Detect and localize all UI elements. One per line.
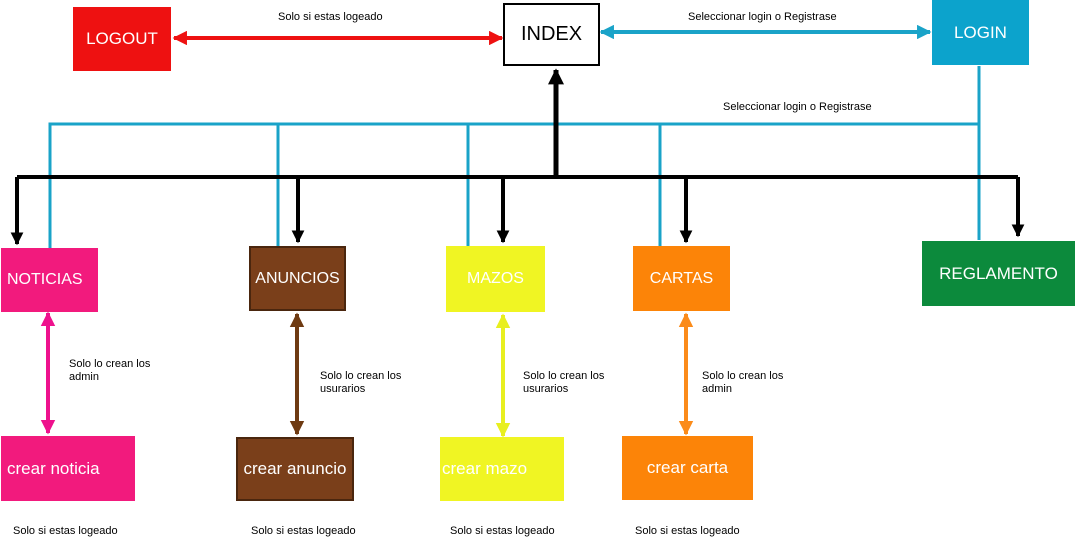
footer-crear-mazo: Solo si estas logeado — [450, 525, 555, 537]
node-noticias[interactable]: NOTICIAS — [1, 248, 98, 312]
label-anuncios-edge: Solo lo crean los usurarios — [320, 370, 402, 395]
node-anuncios[interactable]: ANUNCIOS — [249, 246, 346, 311]
label-login-edge: Seleccionar login o Registrase — [688, 11, 837, 23]
node-logout[interactable]: LOGOUT — [73, 7, 171, 71]
node-crear-noticia[interactable]: crear noticia — [1, 436, 135, 501]
node-login[interactable]: LOGIN — [932, 0, 1029, 65]
label-mazos-edge: Solo lo crean los usurarios — [523, 370, 605, 395]
footer-crear-carta: Solo si estas logeado — [635, 525, 740, 537]
footer-crear-anuncio: Solo si estas logeado — [251, 525, 356, 537]
label-login-bus: Seleccionar login o Registrase — [723, 101, 872, 113]
label-logout-edge: Solo si estas logeado — [278, 11, 383, 23]
label-noticias-edge: Solo lo crean los admin — [69, 358, 151, 383]
node-crear-anuncio[interactable]: crear anuncio — [236, 437, 354, 501]
login-bus-line — [48, 66, 981, 248]
node-crear-carta[interactable]: crear carta — [622, 436, 753, 500]
node-crear-mazo[interactable]: crear mazo — [440, 437, 564, 501]
node-index[interactable]: INDEX — [503, 3, 600, 66]
node-cartas[interactable]: CARTAS — [633, 246, 730, 311]
label-cartas-edge: Solo lo crean los admin — [702, 370, 784, 395]
footer-crear-noticia: Solo si estas logeado — [13, 525, 118, 537]
node-reglamento[interactable]: REGLAMENTO — [922, 241, 1075, 306]
node-mazos[interactable]: MAZOS — [446, 246, 545, 312]
